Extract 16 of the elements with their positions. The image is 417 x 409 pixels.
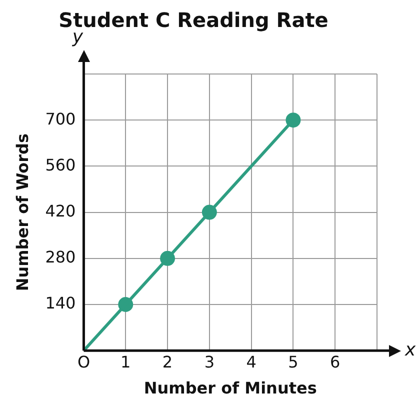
x-tick-label: 5	[288, 352, 298, 372]
y-tick-label: 420	[45, 201, 76, 220]
x-axis-title: Number of Minutes	[144, 378, 317, 398]
x-tick-label: 1	[120, 352, 131, 372]
x-tick-label: 2	[162, 352, 173, 372]
x-tick-label: 6	[330, 352, 340, 372]
x-tick-label: O	[77, 352, 90, 372]
y-tick-label: 280	[45, 248, 76, 267]
text: x	[404, 339, 416, 360]
x-tick-label: 3	[204, 352, 215, 372]
x-tick-label: 4	[246, 352, 256, 372]
y-axis-title: Number of Words	[12, 133, 32, 292]
y-tick-label: 140	[45, 294, 76, 313]
y-tick-label: 560	[45, 155, 76, 174]
y-tick-label: 700	[45, 109, 76, 128]
point	[286, 112, 301, 128]
